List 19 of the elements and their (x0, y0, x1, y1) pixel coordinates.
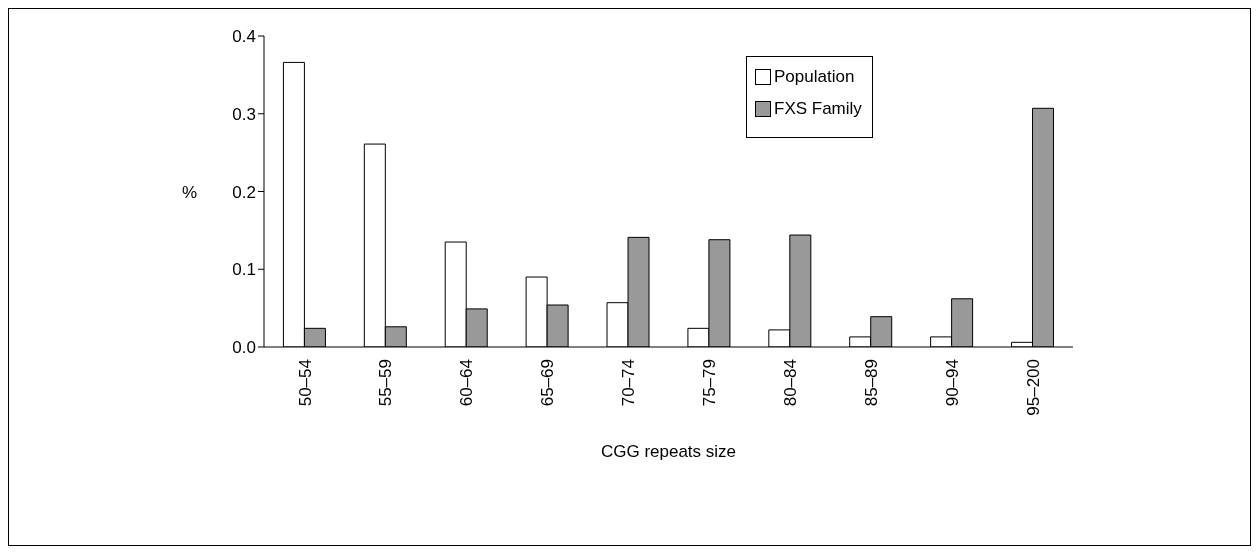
y-tick-label: 0.3 (232, 104, 256, 124)
x-tick-label: 70–74 (619, 359, 639, 407)
y-tick-label: 0.2 (232, 182, 256, 202)
y-tick-label: 0.1 (232, 260, 256, 280)
legend-label: FXS Family (774, 99, 862, 119)
x-tick-label: 95–200 (1023, 359, 1043, 416)
y-tick-label: 0.0 (232, 338, 256, 358)
x-tick-label: 90–94 (942, 359, 962, 407)
legend-label: Population (774, 67, 855, 87)
x-tick-label: 60–64 (457, 359, 477, 407)
x-tick-label: 50–54 (295, 359, 315, 407)
x-tick-label: 85–89 (861, 359, 881, 407)
y-tick-label: 0.4 (232, 27, 256, 47)
x-tick-label: 55–59 (376, 359, 396, 407)
x-axis-title: CGG repeats size (600, 442, 737, 461)
x-tick-label: 75–79 (700, 359, 720, 407)
x-tick-label: 65–69 (538, 359, 558, 407)
y-axis-title: % (182, 182, 198, 202)
x-tick-label: 80–84 (780, 359, 800, 407)
